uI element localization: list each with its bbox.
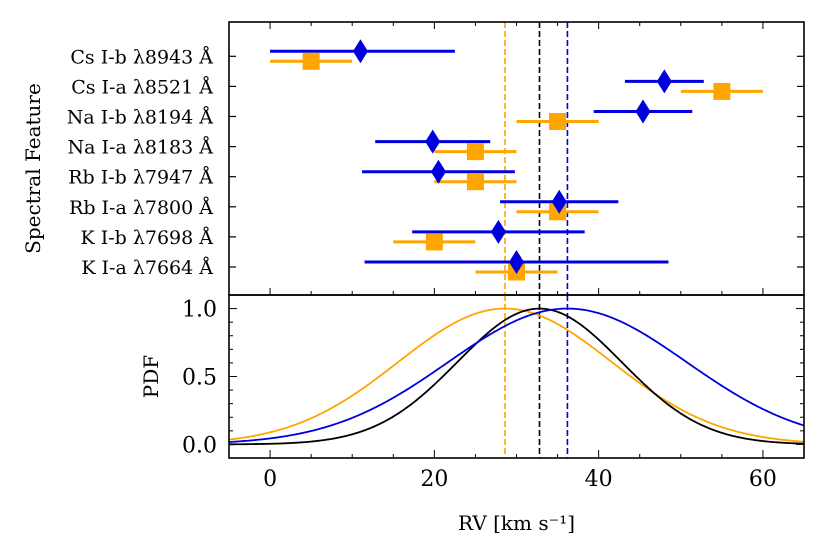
category-label: K I-a λ7664 Å [81, 257, 213, 279]
bottom-y-axis-label: PDF [139, 355, 163, 398]
blue-diamond-point [551, 189, 567, 214]
category-label: Rb I-a λ7800 Å [69, 197, 213, 219]
orange-square-point [466, 173, 484, 191]
blue-diamond-point [430, 159, 446, 184]
x-tick-label: 60 [749, 467, 777, 492]
orange-square-point [549, 113, 567, 130]
blue-diamond-point [352, 39, 368, 64]
category-label: K I-b λ7698 Å [80, 227, 213, 249]
blue-diamond-point [656, 69, 672, 94]
y-tick-label: 0.0 [182, 433, 217, 458]
x-tick-label: 40 [585, 467, 613, 492]
y-tick-label: 0.5 [182, 366, 217, 391]
blue-diamond-point [490, 219, 506, 244]
blue-diamond-point [425, 129, 441, 154]
y-tick-label: 1.0 [182, 298, 217, 323]
black-pdf-curve [229, 307, 804, 446]
category-label: Rb I-b λ7947 Å [68, 167, 213, 189]
blue-diamond-point [509, 250, 524, 274]
x-tick-label: 0 [263, 467, 277, 492]
category-label: Cs I-b λ8943 Å [70, 46, 213, 68]
blue-diamond-point [635, 99, 651, 124]
category-label: Na I-b λ8194 Å [67, 107, 214, 129]
orange-square-point [425, 233, 443, 251]
blue-pdf-curve [229, 307, 804, 443]
x-tick-label: 20 [420, 467, 448, 492]
category-label: Cs I-a λ8521 Å [71, 76, 213, 98]
orange-square-point [302, 52, 320, 70]
category-label: Na I-a λ8183 Å [68, 137, 214, 159]
orange-pdf-curve [229, 307, 804, 443]
top-y-axis-label: Spectral Feature [21, 83, 45, 254]
orange-square-point [466, 143, 484, 161]
bottom-panel: 0 20 40 60 0.0 0.5 1.0 [182, 294, 805, 492]
top-panel: K I-a λ7664 Å K I-b λ7698 Å Rb I-a λ7800 Å… [67, 21, 805, 296]
x-axis-label: RV [km s⁻¹] [458, 511, 575, 535]
orange-square-point [713, 82, 731, 100]
bottom-plot-frame [228, 294, 805, 459]
